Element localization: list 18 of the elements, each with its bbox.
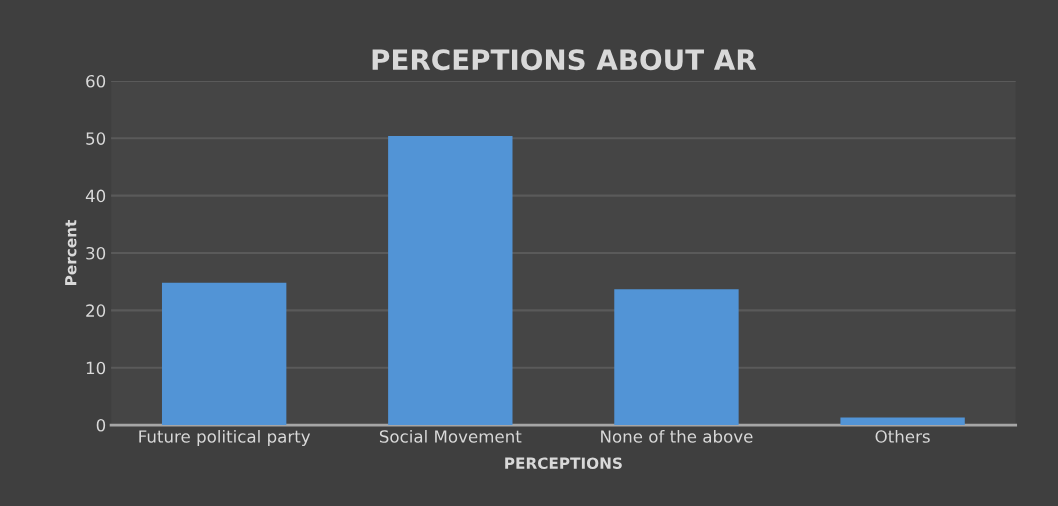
y-tick-label: 20 [86, 304, 106, 317]
x-tick-label: Others [875, 429, 930, 443]
bar [388, 136, 513, 426]
y-tick-label: 30 [86, 246, 106, 260]
x-tick-label: Future political party [139, 429, 311, 447]
x-axis-title: PERCEPTIONS [505, 457, 622, 469]
y-tick-label: 40 [85, 189, 106, 203]
x-tick-label: None of the above [601, 429, 753, 443]
x-tick-label: Social Movement [379, 429, 522, 443]
y-tick-label: 0 [96, 419, 106, 432]
y-tick-label: 60 [86, 74, 106, 88]
y-axis-title: Percent [65, 220, 77, 285]
chart-title: PERCEPTIONS ABOUT AR [372, 49, 757, 71]
y-tick-label: 10 [86, 361, 106, 375]
bar [614, 289, 739, 426]
bar [840, 417, 965, 426]
y-tick-label: 50 [86, 132, 106, 145]
bar [161, 282, 287, 426]
